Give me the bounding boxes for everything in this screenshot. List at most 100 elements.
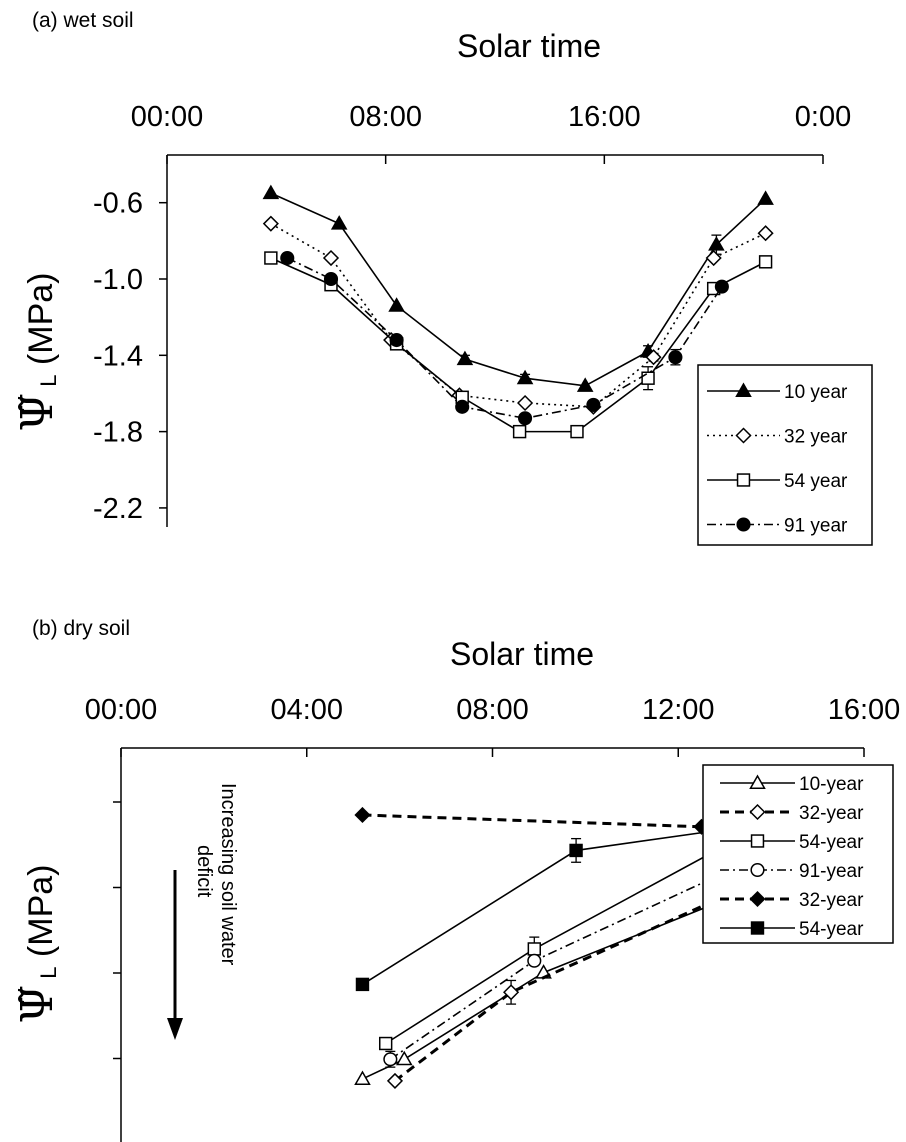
data-point	[570, 424, 584, 439]
data-point	[323, 271, 339, 287]
panel-a-y-ticks: -0.6 -1.0 -1.4 -1.8 -2.2	[93, 188, 167, 525]
data-point	[322, 249, 340, 267]
data-point	[569, 843, 583, 858]
x-tick-label: 16:00	[568, 101, 641, 133]
data-point	[262, 215, 279, 232]
series-line	[362, 813, 702, 829]
panel-a-label: (a) wet soil	[32, 9, 134, 32]
data-point	[378, 1036, 393, 1051]
series-line	[286, 257, 723, 420]
panel-a-legend: 10 year 32 year 54 year 91 year	[697, 364, 873, 546]
data-point	[586, 397, 601, 412]
legend-label: 32-year	[799, 803, 864, 824]
data-point	[757, 225, 774, 242]
x-tick-label: 00:00	[85, 694, 158, 726]
legend-label: 32 year	[784, 427, 848, 448]
arrow-head-icon	[167, 1018, 183, 1040]
series-1	[354, 893, 729, 1085]
y-tick-label: -1.4	[93, 340, 143, 372]
panel-b-series	[354, 806, 760, 1089]
data-point	[383, 1052, 398, 1067]
data-point	[517, 394, 534, 412]
legend-marker	[736, 473, 751, 487]
data-point	[355, 977, 370, 992]
data-point	[708, 236, 725, 251]
data-point	[757, 190, 774, 205]
panel-b-y-ticks	[113, 801, 121, 1060]
x-tick-label: 12:00	[642, 694, 715, 726]
x-tick-label: 16:00	[828, 694, 901, 726]
series-line	[394, 888, 740, 1083]
legend-marker	[749, 803, 766, 821]
x-tick-label: 0:00	[795, 101, 851, 133]
legend-marker	[735, 382, 752, 397]
panel-b-legend-box	[702, 764, 894, 944]
legend-label: 54-year	[799, 832, 864, 853]
panel-a-y-axis-title: Ψ̃ L (MPa)	[12, 273, 63, 432]
data-point	[705, 249, 722, 267]
x-tick-label: 04:00	[270, 694, 343, 726]
legend-label: 54 year	[784, 471, 848, 492]
series-5	[354, 806, 710, 835]
data-point	[264, 251, 278, 265]
legend-label: 91-year	[799, 861, 864, 882]
data-point	[280, 250, 295, 266]
legend-label: 10-year	[799, 774, 864, 795]
data-point	[455, 399, 470, 414]
data-point	[576, 377, 594, 392]
data-point	[354, 1070, 371, 1085]
annotation-line-2: deficit	[193, 845, 215, 898]
annotation-line-1: Increasing soil water	[217, 783, 239, 966]
series-line	[362, 900, 721, 1080]
data-point	[758, 255, 773, 269]
x-tick-label: 00:00	[131, 101, 204, 133]
data-point	[330, 215, 348, 230]
legend-marker	[750, 862, 765, 878]
panel-a-legend-box	[697, 364, 873, 546]
data-point	[503, 984, 520, 1001]
legend-marker	[750, 834, 765, 848]
data-point	[395, 1050, 413, 1066]
series-line	[385, 830, 753, 1045]
legend-marker	[735, 427, 752, 444]
data-point	[527, 953, 542, 968]
data-point	[354, 806, 371, 824]
panel-b-legend: 10-year 32-year 54-year 91-year 32-year 54-ye…	[702, 764, 894, 944]
panel-a-x-axis-title: Solar time	[457, 28, 601, 64]
panel-b-label: (b) dry soil	[32, 617, 130, 640]
data-point	[641, 371, 655, 385]
legend-marker	[749, 890, 766, 908]
svg-text:Ψ̃ L (MPa): Ψ̃ L (MPa)	[12, 273, 63, 432]
series-line	[270, 222, 766, 408]
data-point	[388, 297, 405, 312]
data-point	[262, 184, 280, 200]
panel-a: (a) wet soil Solar time 00:00 08:00 16:00 0…	[12, 9, 873, 546]
y-tick-label: -1.8	[93, 417, 143, 449]
data-point	[516, 369, 534, 385]
legend-label: 10 year	[784, 382, 848, 403]
series-2	[262, 215, 774, 415]
x-tick-label: 08:00	[349, 101, 422, 133]
y-tick-label: -2.2	[93, 493, 143, 525]
svg-text:Ψ̃ L (MPa): Ψ̃ L (MPa)	[12, 865, 63, 1024]
panel-b-y-axis-title: Ψ̃ L (MPa)	[12, 865, 63, 1024]
series-line	[270, 192, 767, 387]
data-point	[518, 411, 533, 426]
series-line	[389, 865, 739, 1060]
series-3	[264, 251, 773, 439]
legend-marker	[749, 774, 766, 789]
legend-marker	[736, 517, 751, 532]
series-4	[280, 250, 729, 426]
legend-marker	[750, 921, 765, 935]
series-1	[262, 184, 774, 392]
data-point	[389, 332, 404, 348]
legend-label: 54-year	[799, 919, 864, 940]
data-point	[456, 350, 474, 366]
legend-label: 91 year	[784, 516, 848, 537]
data-point	[527, 942, 541, 956]
panel-b-x-ticks: 00:00 04:00 08:00 12:00 16:00	[85, 694, 901, 757]
data-point	[512, 424, 527, 439]
panel-b: (b) dry soil Solar time 00:00 04:00 08:00 1…	[12, 617, 900, 1142]
data-point	[668, 350, 683, 365]
